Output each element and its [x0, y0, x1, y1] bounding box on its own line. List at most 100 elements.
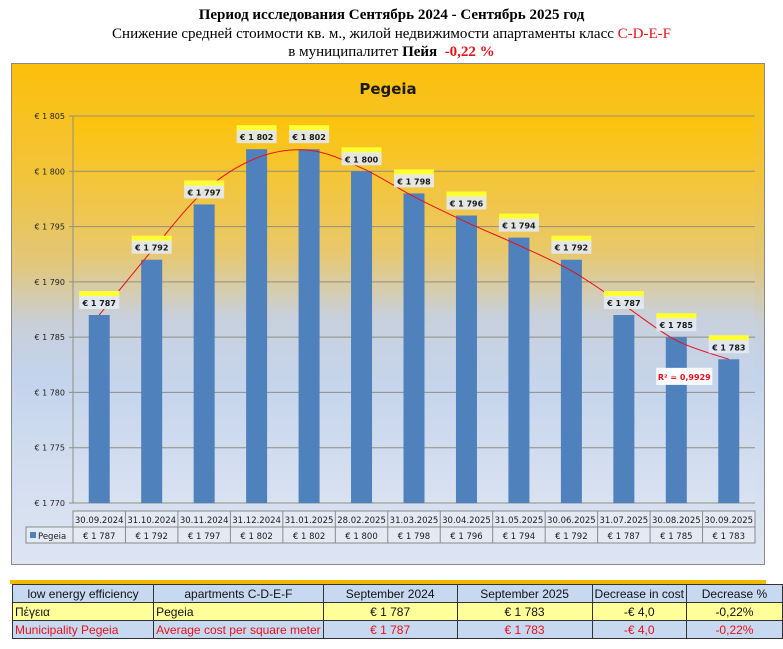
data-label: € 1 796: [449, 200, 484, 209]
data-table-value: € 1 796: [450, 532, 482, 542]
data-label: € 1 783: [711, 343, 745, 352]
y-tick-label: € 1 805: [34, 112, 65, 121]
bar: [88, 315, 110, 503]
cell-decrease-cost: -€ 4,0: [591, 620, 687, 639]
data-label-box: [656, 318, 697, 332]
category-label: 31.01.2025: [285, 516, 334, 526]
chart-title: Pegeia: [359, 80, 416, 98]
summary-row: Municipality Pegeia Average cost per squ…: [11, 620, 783, 639]
y-tick-label: € 1 790: [34, 278, 65, 287]
category-label: 31.12.2024: [232, 516, 281, 526]
data-label-highlight: [289, 125, 330, 132]
cell-name: Pegeia: [153, 602, 324, 621]
data-label: € 1 802: [291, 133, 325, 142]
cell-decrease-pct: -0,22%: [685, 602, 783, 621]
y-tick-label: € 1 785: [34, 333, 65, 342]
cell-municipality: Municipality Pegeia: [11, 620, 155, 639]
header-cell: apartments C-D-E-F: [153, 584, 324, 603]
data-label-highlight: [236, 125, 277, 132]
data-label-box: [131, 240, 172, 254]
cell-sep-2024: € 1 787: [322, 620, 458, 639]
data-label-box: [708, 340, 749, 354]
data-table-value: € 1 783: [713, 532, 745, 542]
data-table-value: € 1 800: [345, 532, 377, 542]
bar: [298, 149, 320, 503]
data-label: € 1 802: [239, 133, 273, 142]
category-label: 31.10.2024: [127, 516, 176, 526]
chart-area: Pegeia € 1 770 € 1 775 € 1 780 € 1 785 € 1 79…: [11, 63, 765, 565]
data-label-highlight: [79, 291, 120, 298]
data-table-value: € 1 802: [240, 532, 272, 542]
data-label-highlight: [131, 235, 172, 242]
bar: [560, 259, 582, 503]
bar: [246, 149, 268, 503]
data-label-box: [446, 196, 487, 210]
header-cell: September 2025: [456, 584, 593, 603]
summary-table: low energy efficiency apartments C-D-E-F…: [11, 584, 783, 639]
header-cell: September 2024: [322, 584, 458, 603]
legend-swatch: [30, 532, 36, 538]
cell-description: Average cost per square meter: [153, 620, 324, 639]
category-label: 30.09.2025: [704, 516, 753, 526]
subtitle-text: Снижение средней стоимости кв. м., жилой…: [112, 26, 618, 42]
data-label-highlight: [184, 180, 225, 187]
data-label: € 1 792: [134, 244, 168, 253]
data-table-value: € 1 787: [608, 532, 640, 542]
table-top-border: [10, 580, 766, 584]
data-label: € 1 787: [606, 299, 640, 308]
data-label-box: [498, 218, 539, 232]
category-label: 31.03.2025: [390, 516, 439, 526]
header-cell: low energy efficiency: [11, 584, 155, 603]
category-label: 28.02.2025: [337, 516, 386, 526]
data-table-value: € 1 792: [135, 532, 167, 542]
category-label: 30.09.2024: [75, 516, 124, 526]
y-tick-label: € 1 775: [34, 444, 65, 453]
data-label: € 1 797: [186, 188, 220, 197]
data-label: € 1 800: [344, 155, 379, 164]
data-label-box: [289, 130, 330, 144]
data-label-box: [551, 240, 592, 254]
y-tick-label: € 1 770: [34, 499, 65, 508]
bar: [141, 259, 163, 503]
data-label-box: [603, 296, 644, 310]
bar: [613, 315, 635, 503]
report-title: Период исследования Сентябрь 2024 - Сент…: [198, 7, 585, 23]
municipality-prefix: в муниципалитет: [288, 44, 403, 60]
data-label-box: [79, 296, 120, 310]
bar: [193, 204, 215, 503]
overall-change: -0,22 %: [444, 44, 495, 60]
report-municipality-line: в муниципалитет Пейя -0,22 %: [0, 44, 783, 61]
header-cell: Decrease in cost: [591, 584, 687, 603]
cell-sep-2025: € 1 783: [456, 602, 593, 621]
bar: [718, 359, 740, 503]
data-label-highlight: [656, 313, 697, 320]
cell-sep-2025: € 1 783: [456, 620, 593, 639]
data-table-value: € 1 802: [293, 532, 325, 542]
category-label: 30.06.2025: [547, 516, 596, 526]
data-table-value: € 1 798: [398, 532, 430, 542]
data-table-value: € 1 792: [555, 532, 587, 542]
cell-name-greek: Πέγεια: [11, 602, 155, 621]
cell-decrease-cost: -€ 4,0: [591, 602, 687, 621]
bar: [403, 193, 425, 503]
data-table-value: € 1 797: [188, 532, 220, 542]
municipality-name: Пейя: [402, 44, 438, 60]
data-label-highlight: [446, 191, 487, 198]
data-table-value: € 1 787: [83, 532, 115, 542]
y-tick-label: € 1 780: [34, 388, 65, 397]
category-label: 31.05.2025: [495, 516, 544, 526]
bar: [455, 215, 477, 503]
legend-label: Pegeia: [38, 532, 66, 542]
cell-decrease-pct: -0,22%: [685, 620, 783, 639]
data-table-value: € 1 794: [503, 532, 535, 542]
category-label: 30.04.2025: [442, 516, 491, 526]
data-label-highlight: [708, 335, 749, 342]
category-label: 30.11.2024: [180, 516, 229, 526]
category-label: 31.07.2025: [600, 516, 649, 526]
data-label-box: [341, 152, 382, 166]
y-tick-label: € 1 800: [34, 167, 65, 176]
data-label-highlight: [394, 169, 434, 176]
summary-header-row: low energy efficiency apartments C-D-E-F…: [11, 584, 783, 603]
category-label: 30.08.2025: [652, 516, 701, 526]
r-squared-label: R² = 0,9929: [658, 373, 711, 382]
